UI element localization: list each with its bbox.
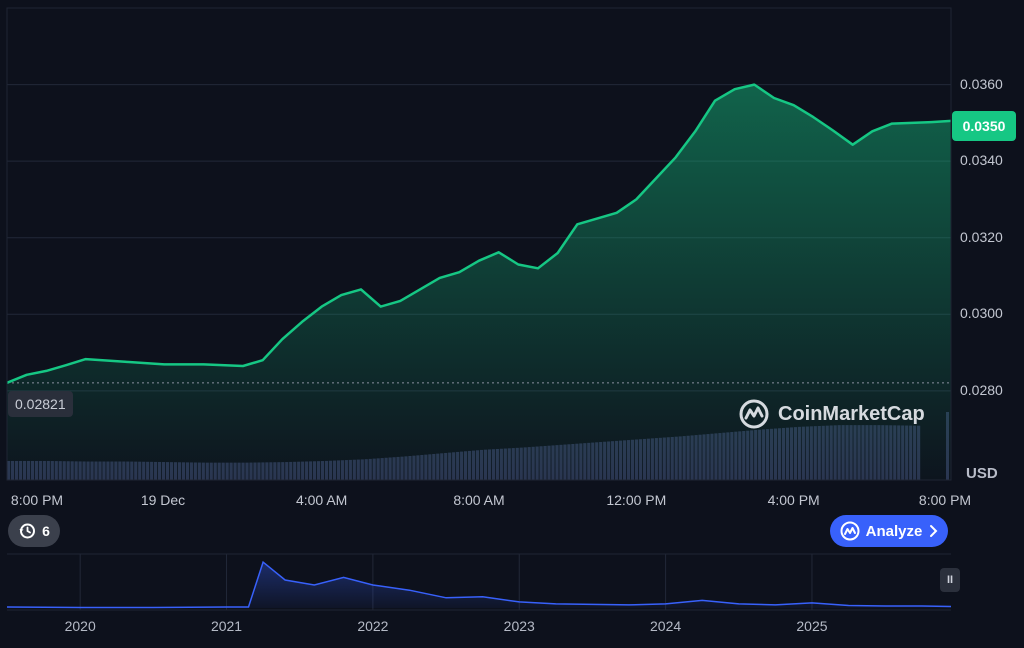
x-tick-label: 12:00 PM [606, 492, 667, 508]
history-button[interactable]: 6 [8, 515, 60, 547]
y-tick-label: 0.0360 [960, 75, 1003, 92]
range-navigator[interactable] [0, 545, 1024, 615]
navigator-x-tick-label: 2021 [210, 618, 243, 634]
watermark: CoinMarketCap [738, 398, 925, 430]
navigator-area [7, 562, 951, 608]
navigator-x-tick-label: 2025 [796, 618, 828, 634]
x-tick-label: 19 Dec [140, 492, 186, 508]
x-tick-label: 8:00 AM [453, 492, 505, 508]
y-tick-label: 0.0340 [960, 152, 1003, 169]
chevron-right-icon [930, 525, 938, 537]
price-line [6, 83, 952, 384]
navigator-x-tick-label: 2023 [503, 618, 535, 634]
navigator-x-tick-label: 2024 [650, 618, 682, 634]
navigator-handle[interactable]: II [940, 568, 960, 592]
y-tick-label: 0.0320 [960, 228, 1003, 245]
analyze-logo-icon [840, 521, 860, 541]
plot-border [6, 7, 952, 481]
current-price-badge: 0.0350 [952, 111, 1016, 141]
currency-unit-label: USD [966, 465, 998, 482]
navigator-x-tick-label: 2022 [357, 618, 389, 634]
coinmarketcap-logo-icon [739, 399, 769, 429]
price-chart[interactable] [0, 0, 1024, 510]
x-tick-label: 4:00 AM [295, 492, 348, 508]
x-tick-label: 4:00 PM [767, 492, 820, 508]
analyze-button[interactable]: Analyze [830, 515, 948, 547]
analyze-label: Analyze [865, 522, 923, 540]
x-tick-label: 8:00 PM [10, 492, 64, 508]
x-tick-label: 8:00 PM [918, 492, 972, 508]
y-tick-label: 0.0280 [960, 381, 1003, 398]
reference-price-badge: 0.02821 [8, 391, 73, 417]
navigator-x-tick-label: 2020 [64, 618, 96, 634]
navigator-line [6, 560, 952, 609]
price-area [7, 84, 951, 480]
history-count: 6 [42, 523, 50, 539]
history-icon [19, 523, 36, 539]
watermark-text: CoinMarketCap [778, 402, 925, 425]
y-tick-label: 0.0300 [960, 305, 1003, 322]
